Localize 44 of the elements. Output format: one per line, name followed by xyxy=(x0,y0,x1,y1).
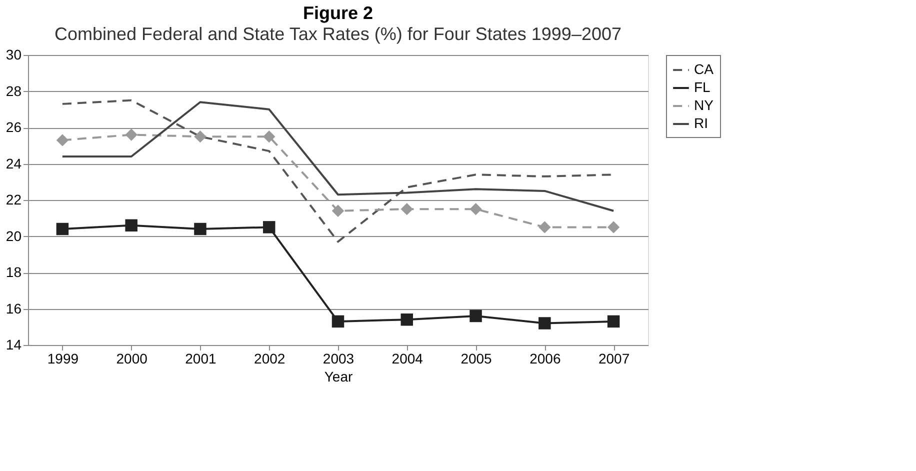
point xyxy=(607,221,620,234)
chart-subtitle: Combined Federal and State Tax Rates (%) for Four States 1999–2007 xyxy=(54,24,622,44)
point xyxy=(332,315,344,328)
legend-label: NY xyxy=(694,97,714,113)
y-tick-label: 28 xyxy=(6,82,22,99)
point xyxy=(538,317,551,330)
point xyxy=(400,202,414,216)
x-axis-title: Year xyxy=(324,368,353,384)
legend-label: RI xyxy=(694,115,708,131)
x-tick-label: 2007 xyxy=(598,350,630,366)
y-tick-label: 20 xyxy=(6,228,22,244)
point xyxy=(56,134,69,146)
point xyxy=(400,314,414,326)
x-tick-label: 2006 xyxy=(530,350,561,366)
x-tick-label: 2002 xyxy=(254,350,286,366)
point xyxy=(125,219,138,232)
x-tick-label: 2004 xyxy=(392,350,424,366)
line-series xyxy=(61,101,615,212)
x-tick-label: 2005 xyxy=(460,350,492,366)
y-tick-label: 30 xyxy=(6,46,22,62)
point xyxy=(332,204,344,217)
point xyxy=(262,221,276,234)
y-tick-label: 14 xyxy=(6,336,22,352)
legend-label: FL xyxy=(694,79,711,95)
point xyxy=(194,130,206,143)
x-tick-label: 1999 xyxy=(47,350,79,366)
point xyxy=(607,315,620,328)
y-tick-label: 26 xyxy=(6,119,22,135)
point xyxy=(56,222,69,236)
y-tick-label: 16 xyxy=(6,300,22,316)
point xyxy=(538,221,551,234)
x-tick-label: 2000 xyxy=(116,350,148,366)
point xyxy=(194,222,206,236)
point xyxy=(470,202,482,216)
x-tick-label: 2001 xyxy=(185,350,217,366)
y-tick-label: 24 xyxy=(6,155,22,172)
point xyxy=(262,130,276,143)
point xyxy=(470,310,482,322)
y-tick-label: 22 xyxy=(6,192,22,208)
y-tick-label: 18 xyxy=(6,264,22,280)
x-tick-label: 2003 xyxy=(322,350,354,366)
point xyxy=(125,128,138,141)
chart-title: Figure 2 xyxy=(302,3,374,23)
legend-label: CA xyxy=(694,61,714,77)
